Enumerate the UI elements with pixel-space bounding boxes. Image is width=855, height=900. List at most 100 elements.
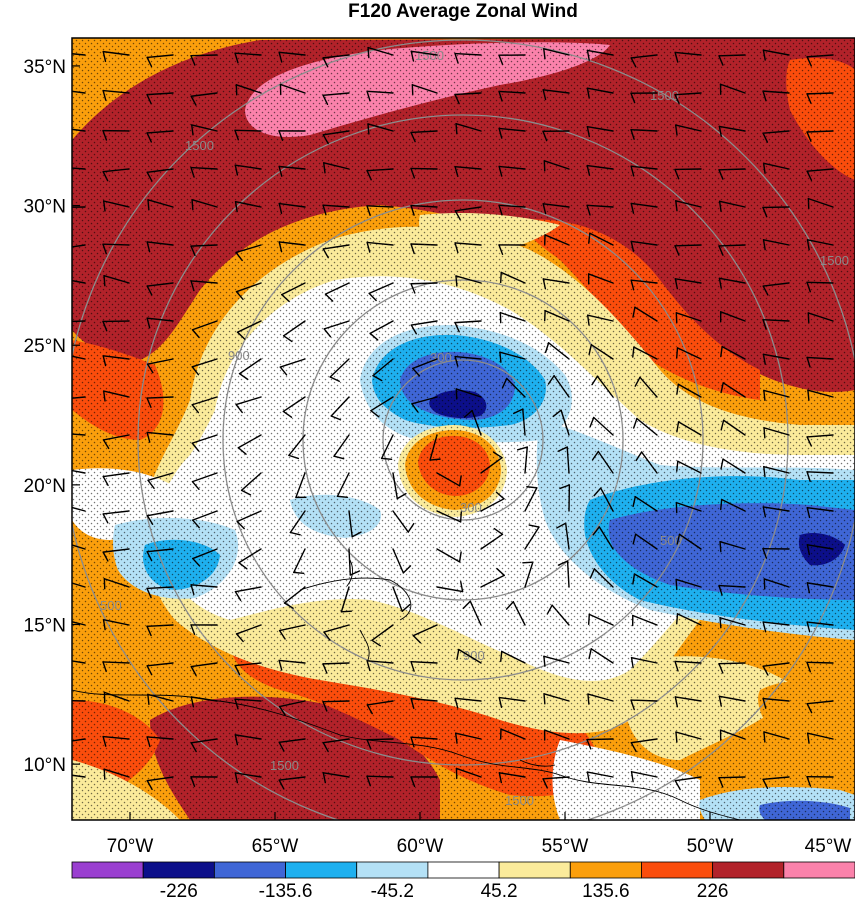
- wind-barb-flag: [674, 780, 681, 791]
- wind-barb-flag: [542, 278, 547, 290]
- wind-barb: [234, 698, 262, 702]
- wind-barb: [278, 776, 306, 781]
- wind-barb: [366, 241, 394, 246]
- wind-barb: [235, 624, 262, 635]
- wind-barb-flag: [234, 52, 239, 64]
- wind-barb: [498, 127, 526, 132]
- wind-barb: [410, 282, 438, 285]
- colorbar-swatch: [213, 861, 286, 879]
- wind-barb: [762, 776, 790, 781]
- wind-barb: [762, 506, 790, 512]
- wind-barb: [586, 49, 614, 56]
- wind-barb-flag: [366, 241, 371, 253]
- colorbar-label: -45.2: [371, 881, 414, 900]
- wind-barb: [410, 130, 438, 134]
- wind-barb: [543, 655, 570, 664]
- wind-barb-flag: [763, 731, 766, 743]
- wind-barb-flag: [146, 779, 153, 791]
- wind-barb-flag: [718, 125, 722, 137]
- wind-barb-flag: [456, 648, 460, 661]
- wind-barb-flag: [191, 442, 200, 452]
- wind-barb-flag: [369, 332, 379, 341]
- wind-barb-flag: [499, 271, 502, 284]
- wind-barb: [234, 201, 262, 208]
- wind-barb-flag: [806, 661, 812, 673]
- wind-barb-flag: [323, 162, 326, 174]
- wind-barb: [410, 661, 438, 664]
- wind-barb: [392, 548, 405, 574]
- wind-barb: [146, 241, 174, 246]
- wind-barb: [147, 199, 174, 208]
- map-title: F120 Average Zonal Wind: [348, 1, 578, 22]
- wind-barb-flag: [146, 317, 151, 329]
- wind-barb-flag: [238, 372, 249, 381]
- wind-barb: [454, 92, 482, 96]
- wind-barb: [146, 431, 174, 436]
- wind-barb-flag: [762, 353, 766, 365]
- wind-barb-flag: [322, 57, 329, 68]
- wind-barb-flag: [371, 639, 382, 647]
- wind-barb: [237, 434, 262, 449]
- wind-barb-flag: [234, 591, 242, 601]
- wind-barb: [278, 241, 306, 246]
- wind-barb: [146, 282, 174, 287]
- wind-barb: [718, 200, 746, 208]
- wind-barb-flag: [459, 511, 463, 523]
- wind-barb: [512, 601, 526, 626]
- wind-barb-flag: [234, 164, 239, 176]
- wind-barb: [372, 358, 394, 377]
- wind-barb-flag: [498, 244, 504, 256]
- wind-barb: [146, 776, 174, 782]
- wind-barb-flag: [718, 169, 724, 180]
- longitude-axis: 70°W 65°W 60°W 55°W 50°W 45°W: [107, 812, 855, 857]
- wind-barb: [718, 695, 746, 702]
- wind-barb: [411, 396, 438, 405]
- wind-barb: [380, 434, 394, 460]
- wind-barb: [146, 736, 174, 740]
- wind-barb-flag: [103, 768, 106, 780]
- wind-barb: [718, 776, 746, 779]
- wind-barb: [674, 92, 702, 96]
- wind-barb: [190, 92, 218, 97]
- lon-label: 45°W: [805, 836, 852, 857]
- colorbar-swatch: [641, 861, 714, 879]
- wind-barb: [498, 204, 526, 208]
- wind-barb: [806, 434, 834, 438]
- wind-barb-flag: [147, 479, 155, 489]
- wind-barb: [630, 165, 658, 170]
- wind-barb-flag: [632, 346, 635, 358]
- wind-barb: [633, 573, 658, 588]
- wind-barb: [279, 358, 306, 368]
- wind-barb-flag: [588, 648, 592, 660]
- wind-barb-flag: [429, 458, 441, 461]
- wind-barb: [543, 160, 570, 170]
- wind-barb-flag: [370, 409, 380, 418]
- wind-barb: [410, 204, 438, 208]
- wind-barb: [234, 734, 262, 740]
- wind-barb-flag: [543, 655, 546, 667]
- wind-barb: [147, 693, 174, 702]
- wind-barb: [455, 275, 482, 284]
- wind-barb: [348, 510, 353, 538]
- wind-barb-flag: [630, 279, 635, 291]
- wind-barb-flag: [720, 419, 725, 431]
- wind-barb-flag: [498, 127, 503, 139]
- wind-barb: [190, 696, 218, 702]
- wind-barb: [553, 375, 570, 398]
- wind-barb: [551, 604, 570, 626]
- wind-barb: [543, 729, 570, 740]
- wind-barb: [542, 203, 570, 208]
- wind-barb-flag: [463, 409, 473, 418]
- wind-barb: [674, 51, 702, 56]
- wind-barb-flag: [146, 132, 152, 143]
- wind-barb-flag: [719, 617, 722, 629]
- wind-barb: [524, 487, 538, 512]
- wind-barb-flag: [102, 439, 110, 450]
- wind-barb-flag: [586, 164, 591, 177]
- wind-barb: [279, 83, 306, 94]
- wind-barb-flag: [630, 240, 635, 252]
- map-frame: [71, 37, 855, 821]
- wind-barb: [278, 202, 306, 208]
- wind-barb: [238, 358, 262, 375]
